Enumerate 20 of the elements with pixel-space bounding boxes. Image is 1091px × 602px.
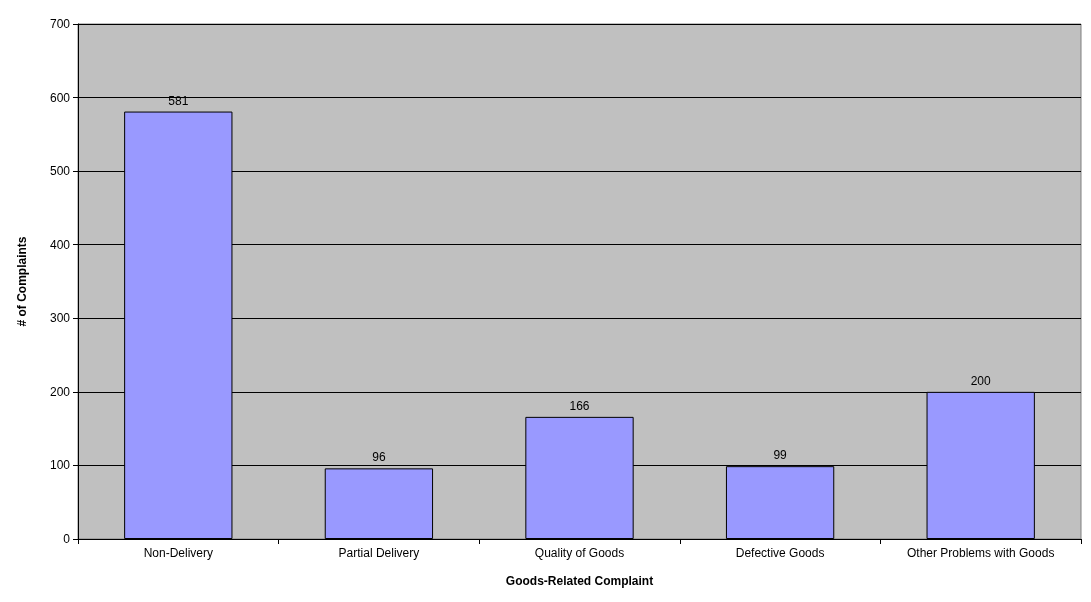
y-tick-label: 200 bbox=[49, 384, 71, 399]
y-tick-label: 100 bbox=[49, 458, 71, 473]
x-tick-label: Other Problems with Goods bbox=[907, 546, 1055, 560]
y-tick-label: 700 bbox=[49, 17, 71, 31]
y-tick-label: 500 bbox=[49, 164, 71, 179]
data-label: 96 bbox=[372, 450, 386, 465]
x-axis-title: Goods-Related Complaint bbox=[505, 574, 654, 588]
y-tick-label: 0 bbox=[63, 532, 71, 546]
data-label: 166 bbox=[569, 398, 590, 413]
x-tick-label: Defective Goods bbox=[735, 546, 825, 560]
y-tick-label: 600 bbox=[49, 90, 71, 105]
x-tick-label: Non-Delivery bbox=[143, 546, 213, 560]
x-tick-label: Quality of Goods bbox=[534, 546, 625, 560]
data-label: 99 bbox=[773, 448, 788, 463]
y-tick-label: 300 bbox=[49, 311, 71, 326]
x-tick-label: Partial Delivery bbox=[338, 546, 420, 560]
bar bbox=[324, 468, 434, 539]
y-tick-label: 400 bbox=[49, 237, 71, 252]
y-axis-title: # of Complaints bbox=[15, 236, 29, 327]
data-label: 200 bbox=[970, 373, 992, 388]
